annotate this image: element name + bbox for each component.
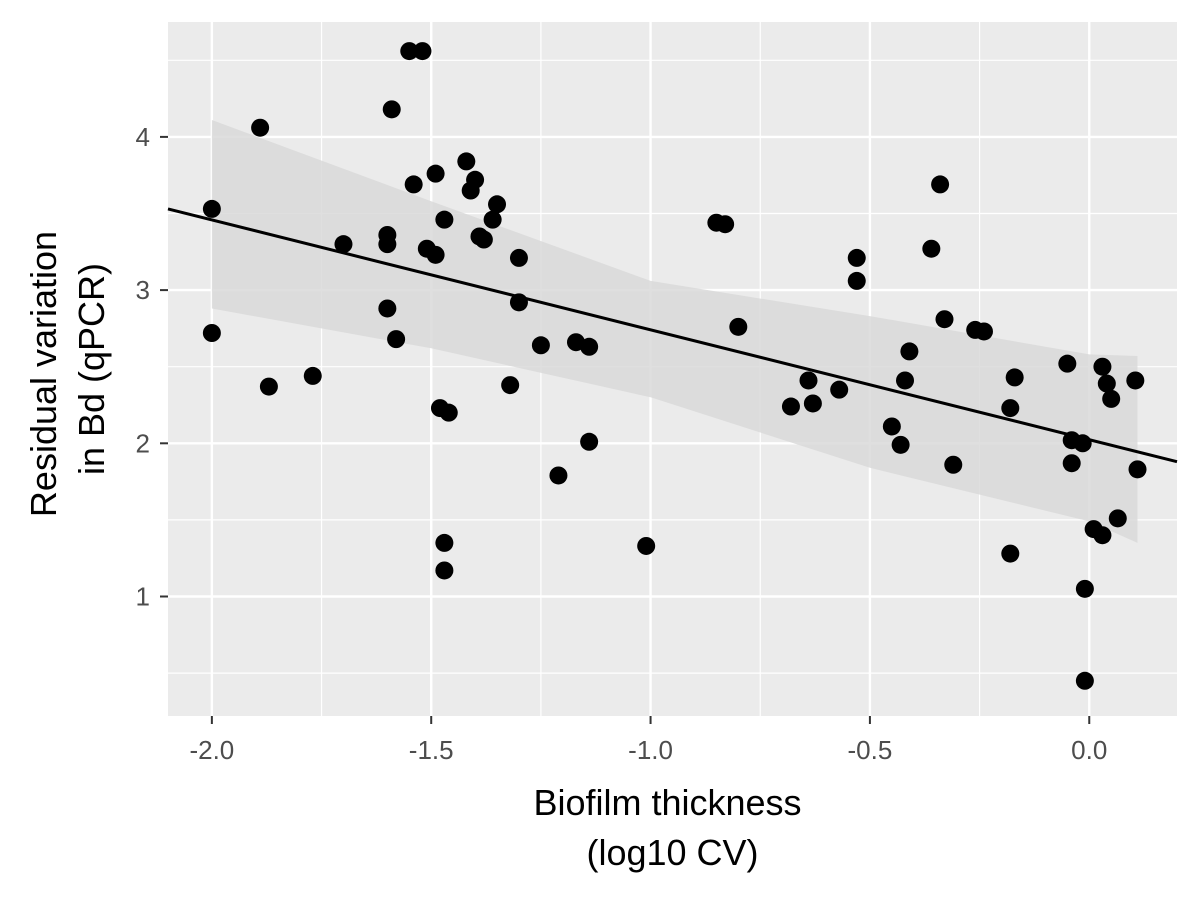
data-point bbox=[1005, 368, 1024, 387]
data-point bbox=[439, 403, 458, 422]
y-axis-title-line-2: in Bd (qPCR) bbox=[71, 263, 112, 475]
data-point bbox=[501, 376, 520, 395]
y-axis-title-line-1: Residual variation bbox=[23, 231, 64, 517]
x-axis-title-line-1: Biofilm thickness bbox=[533, 782, 801, 823]
data-point bbox=[1093, 526, 1112, 545]
data-point bbox=[1075, 579, 1094, 598]
fit-line bbox=[167, 207, 1178, 464]
x-tick-label: -2.0 bbox=[189, 735, 234, 765]
data-point bbox=[1093, 357, 1112, 376]
data-point bbox=[531, 336, 550, 355]
data-point bbox=[716, 215, 735, 234]
data-point bbox=[404, 175, 423, 194]
data-point bbox=[466, 170, 485, 189]
y-tick-label: 2 bbox=[136, 428, 150, 458]
data-point bbox=[251, 118, 270, 137]
data-point bbox=[729, 317, 748, 336]
data-point bbox=[803, 394, 822, 413]
data-point bbox=[1001, 544, 1020, 563]
data-point bbox=[1108, 509, 1127, 528]
data-point bbox=[509, 293, 528, 312]
data-point bbox=[378, 299, 397, 318]
data-point bbox=[1097, 374, 1116, 393]
data-point bbox=[382, 100, 401, 119]
data-point bbox=[896, 371, 915, 390]
data-point bbox=[1062, 454, 1081, 473]
data-point bbox=[922, 239, 941, 258]
x-tick-label: -1.5 bbox=[409, 735, 454, 765]
data-point bbox=[1075, 671, 1094, 690]
data-point bbox=[457, 152, 476, 171]
x-tick-label: 0.0 bbox=[1071, 735, 1107, 765]
data-point bbox=[944, 455, 963, 474]
data-point bbox=[931, 175, 950, 194]
data-point bbox=[1001, 399, 1020, 418]
data-point bbox=[413, 42, 432, 61]
data-points bbox=[202, 42, 1147, 690]
y-tick-label: 1 bbox=[136, 582, 150, 612]
data-point bbox=[303, 366, 322, 385]
data-point bbox=[1102, 389, 1121, 408]
y-axis: 1 2 3 4 bbox=[136, 122, 168, 612]
data-point bbox=[900, 342, 919, 361]
data-point bbox=[488, 195, 507, 214]
x-axis: -2.0 -1.5 -1.0 -0.5 0.0 bbox=[189, 716, 1107, 765]
data-point bbox=[400, 42, 419, 61]
data-point bbox=[580, 337, 599, 356]
x-tick-label: -0.5 bbox=[848, 735, 893, 765]
data-point bbox=[202, 323, 221, 342]
x-axis-title: Biofilm thickness (log10 CV) bbox=[533, 782, 811, 873]
data-point bbox=[426, 245, 445, 264]
y-tick-label: 4 bbox=[136, 122, 150, 152]
data-point bbox=[891, 435, 910, 454]
data-point bbox=[387, 330, 406, 349]
data-point bbox=[202, 199, 221, 218]
data-point bbox=[378, 235, 397, 254]
y-axis-title: Residual variation in Bd (qPCR) bbox=[23, 221, 112, 517]
data-point bbox=[549, 466, 568, 485]
data-point bbox=[435, 561, 454, 580]
data-point bbox=[799, 371, 818, 390]
data-point bbox=[847, 248, 866, 267]
data-point bbox=[882, 417, 901, 436]
data-point bbox=[935, 310, 954, 329]
data-point bbox=[334, 235, 353, 254]
data-point bbox=[781, 397, 800, 416]
data-point bbox=[1126, 371, 1145, 390]
data-point bbox=[1073, 434, 1092, 453]
data-point bbox=[509, 248, 528, 267]
data-point bbox=[259, 377, 278, 396]
x-tick-label: -1.0 bbox=[628, 735, 673, 765]
data-point bbox=[435, 533, 454, 552]
data-point bbox=[830, 380, 849, 399]
data-point bbox=[474, 230, 493, 249]
x-axis-title-line-2: (log10 CV) bbox=[586, 832, 758, 873]
data-point bbox=[1128, 460, 1147, 479]
data-point bbox=[637, 536, 656, 555]
data-point bbox=[580, 432, 599, 451]
data-point bbox=[1058, 354, 1077, 373]
data-point bbox=[483, 210, 502, 229]
data-point bbox=[847, 271, 866, 290]
data-point bbox=[435, 210, 454, 229]
data-point bbox=[974, 322, 993, 341]
data-point bbox=[426, 164, 445, 183]
y-tick-label: 3 bbox=[136, 275, 150, 305]
